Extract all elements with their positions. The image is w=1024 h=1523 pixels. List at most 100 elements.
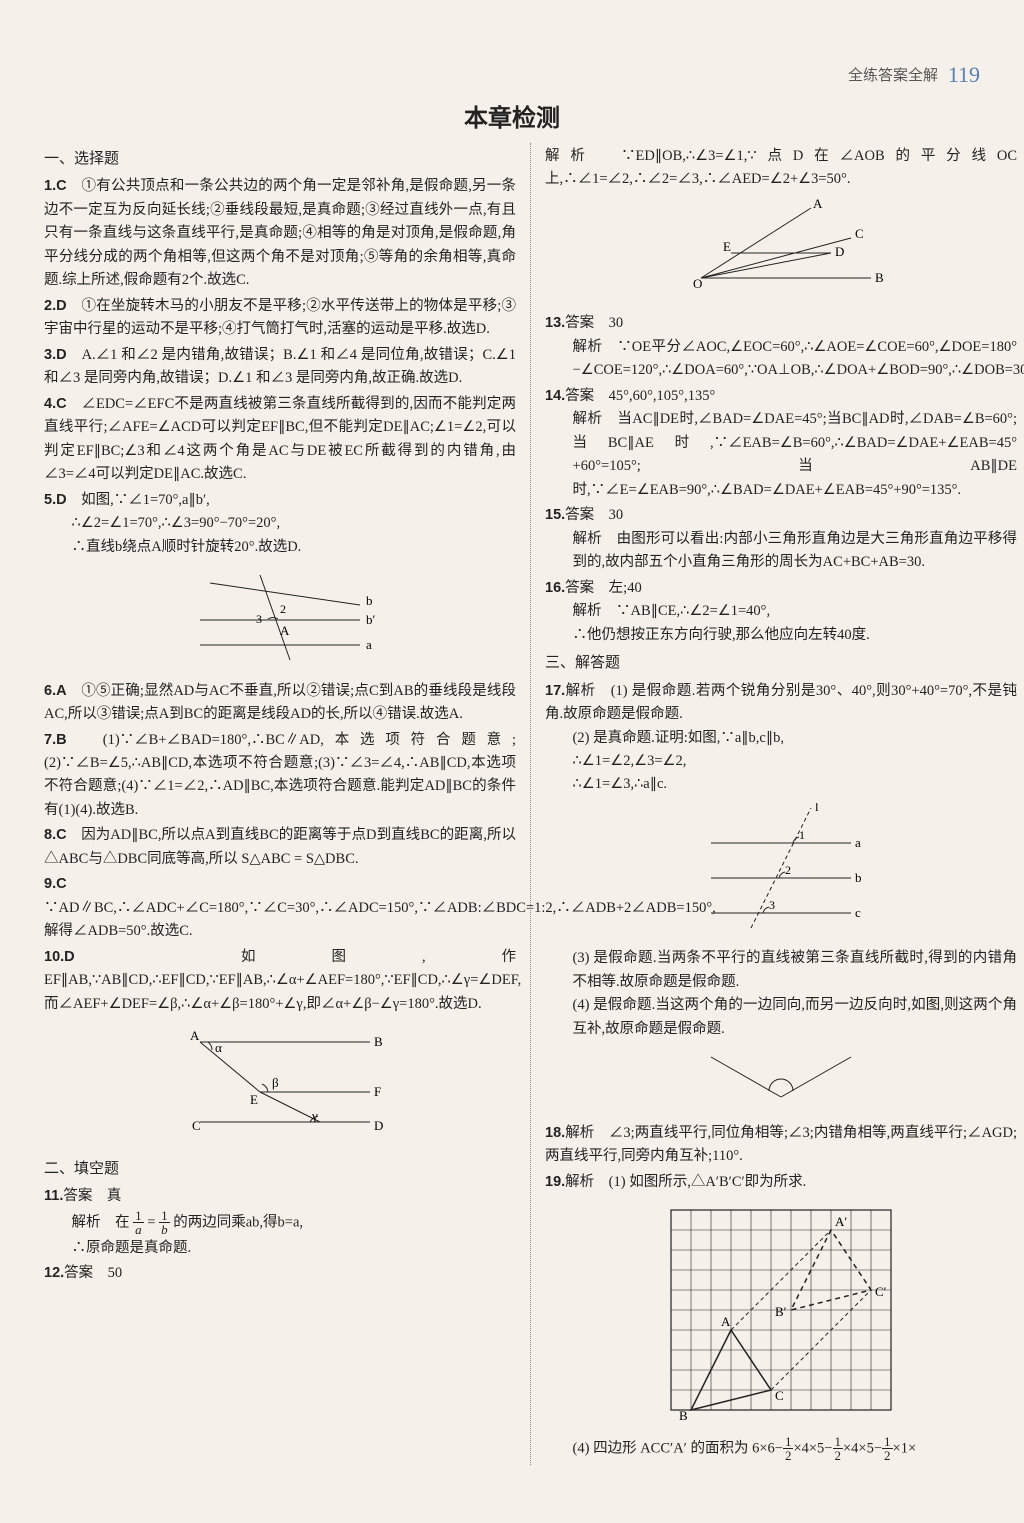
- q16-jx: 解析: [573, 603, 602, 619]
- q17-p1: (1) 是假命题.若两个锐角分别是30°、40°,则30°+40°=70°,不是…: [545, 683, 1017, 722]
- q12-ans: 50: [108, 1265, 123, 1281]
- q4-num: 4.C: [44, 396, 67, 412]
- q16-body2: ∴他仍想按正东方向行驶,那么他应向左转40度.: [545, 624, 1017, 647]
- fig-q12: O B A C D E: [545, 198, 1017, 306]
- q5-num: 5.D: [44, 492, 67, 508]
- q13-lab: 答案: [565, 315, 594, 331]
- q11: 11.答案 真 解析 在 1a = 1b 的两边同乘ab,得b=a, ∴原命题是…: [44, 1185, 516, 1260]
- q12: 12.答案 50: [44, 1262, 516, 1285]
- q7: 7.B (1)∵∠B+∠BAD=180°,∴BC∥AD,本选项符合题意;(2)∵…: [44, 729, 516, 823]
- q9: 9.C ∵AD∥BC,∴∠ADC+∠C=180°,∵∠C=30°,∴∠ADC=1…: [44, 873, 516, 943]
- q5-s2: ∴直线b绕点A顺时针旋转20°.故选D.: [44, 536, 516, 559]
- chapter-title: 本章检测: [44, 98, 980, 133]
- q17-p2: (2) 是真命题.证明:如图,∵a∥b,c∥b,: [545, 727, 1017, 750]
- q19-jx: 解析: [565, 1174, 594, 1190]
- q15-body: 由图形可以看出:内部小三角形直角边是大三角形直角边平移得到的,故内部五个小直角三…: [573, 531, 1017, 570]
- q14: 14.答案 45°,60°,105°,135° 解析 当AC∥DE时,∠BAD=…: [545, 385, 1017, 502]
- q14-lab: 答案: [565, 388, 594, 404]
- q17-p3: ∴∠1=∠2,∠3=∠2,: [545, 750, 1017, 773]
- svg-text:O: O: [693, 276, 702, 291]
- svg-text:C′: C′: [875, 1284, 887, 1299]
- q13-jx: 解析: [573, 339, 603, 355]
- svg-text:3: 3: [769, 898, 775, 912]
- svg-text:D: D: [374, 1118, 383, 1133]
- svg-text:b: b: [855, 870, 862, 885]
- fig-q10: A B C D E F α β γ: [44, 1022, 516, 1150]
- q5-s1: ∴∠2=∠1=70°,∴∠3=90°−70°=20°,: [44, 512, 516, 535]
- q15-jx: 解析: [573, 531, 602, 547]
- svg-text:F: F: [374, 1084, 381, 1099]
- svg-text:3: 3: [256, 612, 262, 626]
- svg-text:2: 2: [785, 863, 791, 877]
- q13-body: ∵OE平分∠AOC,∠EOC=60°,∴∠AOE=∠COE=60°,∠DOE=1…: [573, 339, 1024, 378]
- svg-text:D: D: [835, 244, 844, 259]
- frac-h3: 12: [882, 1435, 893, 1463]
- q19: 19.解析 (1) 如图所示,△A′B′C′即为所求.: [545, 1171, 1017, 1194]
- q19-p2d: ×1×: [893, 1440, 917, 1456]
- q5-body: 如图,∵∠1=70°,a∥b′,: [81, 492, 210, 508]
- frac-1b: 1b: [159, 1209, 170, 1237]
- svg-text:E: E: [250, 1092, 258, 1107]
- svg-text:A: A: [813, 198, 823, 211]
- q2-num: 2.D: [44, 298, 67, 314]
- svg-text:α: α: [215, 1040, 222, 1055]
- section-choice: 一、选择题: [44, 147, 516, 171]
- q16-lab: 答案: [565, 580, 594, 596]
- header-label: 全练答案全解: [848, 68, 938, 84]
- q2: 2.D ①在坐旋转木马的小朋友不是平移;②水平传送带上的物体是平移;③宇宙中行星…: [44, 295, 516, 342]
- q13: 13.答案 30 解析 ∵OE平分∠AOC,∠EOC=60°,∴∠AOE=∠CO…: [545, 312, 1017, 382]
- svg-text:b′: b′: [366, 612, 376, 627]
- svg-text:C: C: [192, 1118, 201, 1133]
- page-number: 119: [948, 62, 980, 87]
- q11-ans: 真: [107, 1188, 122, 1204]
- q7-num: 7.B: [44, 732, 67, 748]
- q11-jxc: ∴原命题是真命题.: [44, 1237, 516, 1260]
- svg-text:a: a: [366, 637, 372, 652]
- svg-text:B: B: [875, 270, 884, 285]
- q8: 8.C 因为AD∥BC,所以点A到直线BC的距离等于点D到直线BC的距离,所以△…: [44, 824, 516, 871]
- q16: 16.答案 左;40 解析 ∵AB∥CE,∴∠2=∠1=40°, ∴他仍想按正东…: [545, 577, 1017, 647]
- q7-body: (1)∵∠B+∠BAD=180°,∴BC∥AD,本选项符合题意;(2)∵∠B=∠…: [44, 732, 516, 818]
- q6: 6.A ①⑤正确;显然AD与AC不垂直,所以②错误;点C到AB的垂线段是线段AC…: [44, 680, 516, 727]
- frac-h2: 12: [833, 1435, 844, 1463]
- q1-body: ①有公共顶点和一条公共边的两个角一定是邻补角,是假命题,另一条边不一定互为反向延…: [44, 178, 516, 288]
- q11-jxb: 的两边同乘ab,得b=a,: [173, 1214, 303, 1230]
- q1-num: 1.C: [44, 178, 67, 194]
- q19-p1: (1) 如图所示,△A′B′C′即为所求.: [609, 1174, 807, 1190]
- q12-jx: 解析 ∵ED∥OB,∴∠3=∠1,∵点D在∠AOB的平分线OC上,∴∠1=∠2,…: [545, 145, 1017, 192]
- q11-jxa: 在: [115, 1214, 130, 1230]
- q19-p2a: (4) 四边形 ACC′A′ 的面积为 6×6−: [573, 1440, 783, 1456]
- q6-num: 6.A: [44, 683, 67, 699]
- fig-q17: l a b c 1 2 3: [545, 803, 1017, 941]
- svg-text:A: A: [721, 1314, 731, 1329]
- section-fill: 二、填空题: [44, 1157, 516, 1181]
- r12b-jx: 解析: [545, 148, 596, 164]
- q12-num: 12.: [44, 1265, 64, 1281]
- q3-num: 3.D: [44, 347, 67, 363]
- q14-num: 14.: [545, 388, 565, 404]
- q17b: (3) 是假命题.当两条不平行的直线被第三条直线所截时,得到的内错角不相等.故原…: [545, 947, 1017, 1041]
- q13-ans: 30: [609, 315, 624, 331]
- svg-text:a: a: [855, 835, 861, 850]
- fig-q5: a b′ b A 2 3: [44, 565, 516, 673]
- column-right: 解析 ∵ED∥OB,∴∠3=∠1,∵点D在∠AOB的平分线OC上,∴∠1=∠2,…: [530, 143, 1017, 1465]
- q16-num: 16.: [545, 580, 565, 596]
- svg-text:E: E: [723, 239, 731, 254]
- svg-text:C: C: [775, 1388, 784, 1403]
- q6-body: ①⑤正确;显然AD与AC不垂直,所以②错误;点C到AB的垂线段是线段AC,所以③…: [44, 683, 516, 722]
- q18: 18.解析 ∠3;两直线平行,同位角相等;∠3;内错角相等,两直线平行;∠AGD…: [545, 1122, 1017, 1169]
- q4: 4.C ∠EDC=∠EFC不是两直线被第三条直线所截得到的,因而不能判定两直线平…: [44, 393, 516, 487]
- q15-lab: 答案: [565, 507, 594, 523]
- svg-text:B: B: [374, 1034, 383, 1049]
- svg-text:l: l: [815, 803, 819, 814]
- page-header: 全练答案全解 119: [848, 62, 980, 88]
- q14-body: 当AC∥DE时,∠BAD=∠DAE=45°;当BC∥AD时,∠DAB=∠B=60…: [573, 411, 1017, 497]
- frac-1a: 1a: [133, 1209, 144, 1237]
- svg-text:A: A: [190, 1028, 200, 1043]
- svg-text:c: c: [855, 905, 861, 920]
- q11-jx: 解析: [72, 1214, 101, 1230]
- q10-num: 10.D: [44, 949, 75, 965]
- q17-num: 17.: [545, 683, 565, 699]
- q15-num: 15.: [545, 507, 565, 523]
- q11-lab: 答案: [63, 1188, 92, 1204]
